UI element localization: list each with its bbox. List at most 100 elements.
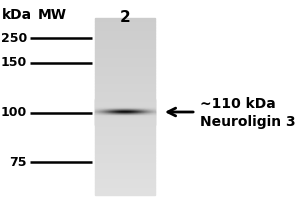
Bar xyxy=(141,119,142,120)
Bar xyxy=(153,106,154,107)
Bar xyxy=(144,106,145,107)
Bar xyxy=(112,107,113,108)
Bar xyxy=(95,106,155,108)
Bar xyxy=(117,102,118,103)
Bar xyxy=(145,116,146,117)
Bar xyxy=(99,106,100,107)
Bar xyxy=(102,123,103,124)
Bar xyxy=(137,124,138,125)
Bar xyxy=(112,109,113,110)
Bar xyxy=(127,110,128,111)
Bar xyxy=(117,107,118,108)
Bar xyxy=(120,115,121,116)
Bar xyxy=(128,104,129,105)
Bar xyxy=(130,120,131,121)
Text: ~110 kDa: ~110 kDa xyxy=(200,97,276,111)
Bar xyxy=(101,102,102,103)
Bar xyxy=(144,99,145,100)
Bar xyxy=(104,101,105,102)
Bar xyxy=(112,122,113,123)
Bar xyxy=(135,121,136,122)
Bar xyxy=(124,113,125,114)
Bar xyxy=(112,120,113,121)
Bar xyxy=(130,110,131,111)
Bar xyxy=(99,108,100,109)
Bar xyxy=(95,98,155,99)
Bar xyxy=(130,118,131,119)
Bar xyxy=(106,124,107,125)
Bar xyxy=(97,99,98,100)
Bar xyxy=(129,121,130,122)
Bar xyxy=(131,115,132,116)
Bar xyxy=(107,116,108,117)
Bar xyxy=(139,118,140,119)
Bar xyxy=(142,113,143,114)
Bar xyxy=(136,122,137,123)
Bar xyxy=(110,120,111,121)
Bar xyxy=(137,103,138,104)
Bar xyxy=(128,102,129,103)
Bar xyxy=(144,124,145,125)
Bar xyxy=(123,106,124,107)
Bar xyxy=(132,113,133,114)
Bar xyxy=(104,107,105,108)
Bar xyxy=(95,120,96,121)
Bar xyxy=(124,116,125,117)
Bar xyxy=(123,115,124,116)
Bar xyxy=(149,102,150,103)
Bar xyxy=(112,124,113,125)
Bar xyxy=(150,124,151,125)
Bar xyxy=(138,105,139,106)
Bar xyxy=(150,114,151,115)
Bar xyxy=(128,115,129,116)
Bar xyxy=(146,102,147,103)
Bar xyxy=(139,99,140,100)
Bar xyxy=(114,115,115,116)
Bar xyxy=(128,121,129,122)
Bar xyxy=(110,107,111,108)
Bar xyxy=(147,118,148,119)
Bar xyxy=(154,109,155,110)
Bar xyxy=(117,114,118,115)
Bar xyxy=(131,124,132,125)
Bar xyxy=(95,109,155,111)
Bar xyxy=(154,116,155,117)
Bar xyxy=(134,101,135,102)
Bar xyxy=(144,103,145,104)
Bar xyxy=(121,113,122,114)
Bar xyxy=(104,103,105,104)
Bar xyxy=(136,111,137,112)
Bar xyxy=(106,100,107,101)
Bar xyxy=(112,111,113,112)
Text: 150: 150 xyxy=(1,56,27,70)
Bar xyxy=(117,115,118,116)
Bar xyxy=(116,102,117,103)
Bar xyxy=(138,120,139,121)
Bar xyxy=(133,118,134,119)
Bar xyxy=(140,122,141,123)
Bar xyxy=(126,119,127,120)
Bar xyxy=(103,117,104,118)
Bar xyxy=(132,121,133,122)
Bar xyxy=(150,109,151,110)
Bar xyxy=(140,121,141,122)
Bar xyxy=(128,107,129,108)
Bar xyxy=(152,114,153,115)
Bar xyxy=(152,122,153,123)
Bar xyxy=(113,114,114,115)
Bar xyxy=(118,114,119,115)
Bar xyxy=(105,123,106,124)
Bar xyxy=(147,123,148,124)
Bar xyxy=(98,100,99,101)
Bar xyxy=(136,110,137,111)
Bar xyxy=(103,102,104,103)
Bar xyxy=(98,111,99,112)
Bar xyxy=(100,102,101,103)
Bar xyxy=(111,106,112,107)
Bar xyxy=(128,124,129,125)
Bar xyxy=(95,111,96,112)
Bar xyxy=(116,111,117,112)
Bar xyxy=(142,111,143,112)
Bar xyxy=(118,116,119,117)
Bar xyxy=(141,123,142,124)
